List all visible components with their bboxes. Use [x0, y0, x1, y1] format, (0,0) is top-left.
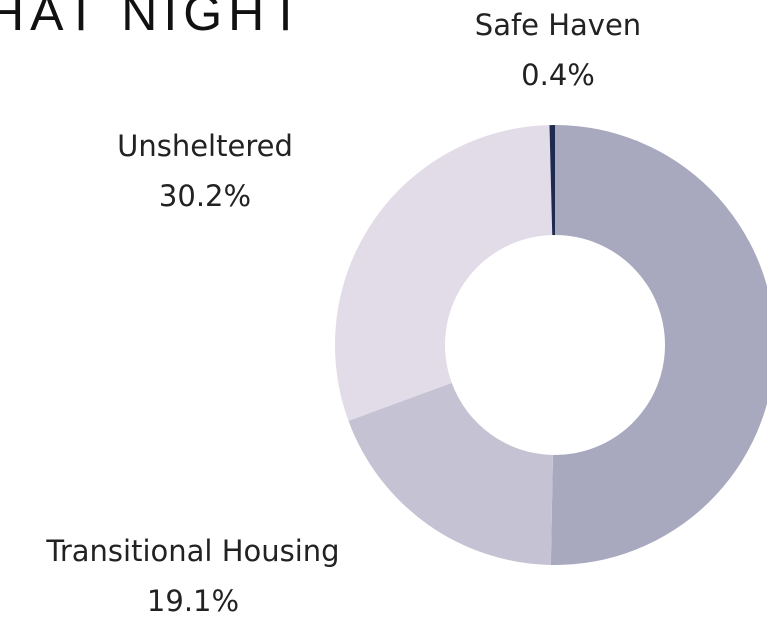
donut-segment: [550, 125, 767, 565]
segment-value-label: 0.4%: [521, 58, 595, 92]
segment-label: Safe Haven: [475, 8, 641, 42]
donut-segment: [334, 125, 553, 421]
chart-title: HAT NIGHT: [0, 0, 307, 41]
segment-label: Transitional Housing: [45, 534, 339, 568]
segment-value-label: 30.2%: [159, 179, 251, 213]
donut-segment: [549, 125, 555, 236]
segment-value-label: 19.1%: [147, 584, 239, 618]
segment-label: Unsheltered: [117, 129, 293, 163]
donut-segment: [348, 382, 553, 565]
